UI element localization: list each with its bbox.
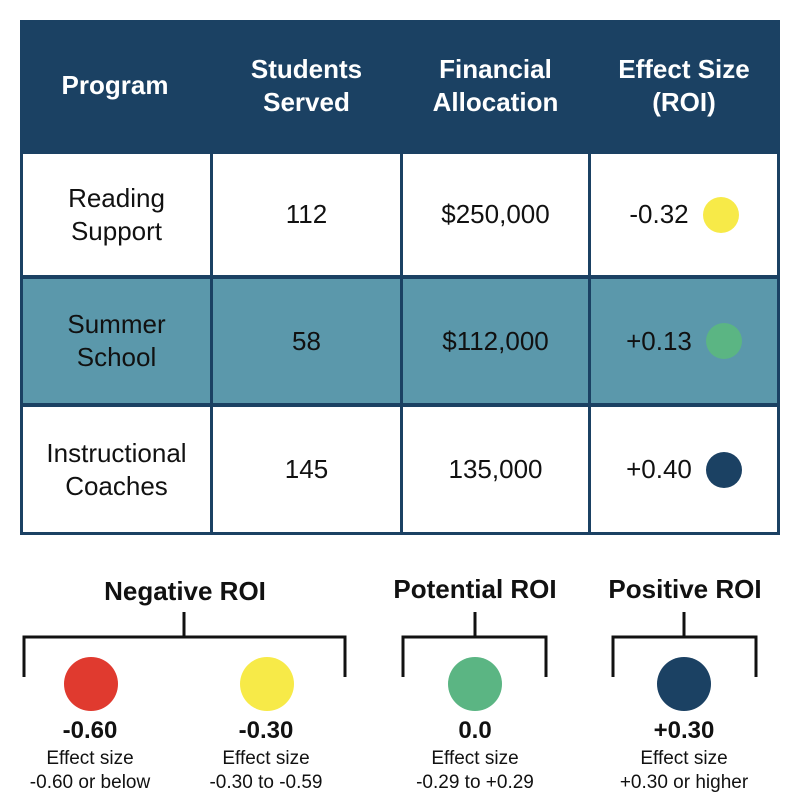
legend-desc-line-1: Effect size xyxy=(222,748,310,769)
program-name-line-2: Support xyxy=(70,215,163,246)
roi-table: Program Students Served Financial Allocati… xyxy=(20,20,780,535)
students-cell: 145 xyxy=(213,407,400,532)
effect-indicator-dot xyxy=(705,323,742,359)
effect-cell: -0.32 xyxy=(591,154,777,275)
allocation-cell: 135,000 xyxy=(403,407,588,532)
legend-desc-line-1: Effect size xyxy=(46,748,134,769)
legend-desc-line-2: +0.30 or higher xyxy=(619,772,749,793)
program-name-line-2: School xyxy=(76,342,157,372)
effect-indicator-dot xyxy=(702,196,739,233)
legend-title-positive-roi: Positive ROI xyxy=(608,574,762,604)
legend-desc-line-1: Effect size xyxy=(431,748,519,769)
effect-value: -0.32 xyxy=(629,199,689,229)
header-students-label-2: Served xyxy=(263,86,350,117)
legend-circle-navy xyxy=(657,657,711,711)
legend-desc-line-1: Effect size xyxy=(640,748,728,769)
legend-value: +0.30 xyxy=(653,717,715,744)
program-name-line-2: Coaches xyxy=(65,470,168,501)
legend-description: Effect size -0.29 to +0.29 xyxy=(375,747,575,795)
table-header-row: Program Students Served Financial Allocati… xyxy=(20,20,780,151)
legend-desc-line-2: -0.29 to +0.29 xyxy=(416,772,534,793)
effect-value: +0.40 xyxy=(626,454,692,484)
legend-description: Effect size -0.60 or below xyxy=(0,747,190,795)
program-cell: Instructional Coaches xyxy=(23,407,210,532)
legend-title-negative-roi: Negative ROI xyxy=(104,576,266,606)
students-value: 58 xyxy=(292,325,321,356)
allocation-value: $112,000 xyxy=(442,325,549,356)
header-allocation-label-2: Allocation xyxy=(432,86,559,117)
students-value: 112 xyxy=(285,199,328,229)
legend-value: -0.30 xyxy=(238,717,294,744)
effect-value: +0.13 xyxy=(626,325,692,356)
program-cell: Summer School xyxy=(23,279,210,403)
legend-description: Effect size +0.30 or higher xyxy=(584,747,784,795)
students-cell: 58 xyxy=(213,279,400,403)
students-value: 145 xyxy=(284,454,329,484)
header-effect-label-1: Effect Size xyxy=(618,53,750,84)
legend-circle-green xyxy=(448,657,502,711)
effect-cell: +0.40 xyxy=(591,407,777,532)
effect-indicator-dot xyxy=(705,451,742,488)
students-cell: 112 xyxy=(213,154,400,275)
legend-circle-red xyxy=(64,657,118,711)
program-name-line-1: Instructional xyxy=(46,437,187,468)
legend-value: -0.60 xyxy=(62,717,118,744)
header-students-served: Students Served xyxy=(213,20,400,151)
legend-desc-line-2: -0.30 to -0.59 xyxy=(209,772,323,793)
allocation-cell: $250,000 xyxy=(403,154,588,275)
legend-desc-line-2: -0.60 or below xyxy=(29,772,151,793)
table-row: Summer School 58 $112,000 +0.13 xyxy=(20,279,780,407)
header-students-label-1: Students xyxy=(250,53,363,84)
program-name-line-1: Reading xyxy=(68,182,165,213)
header-allocation-label-1: Financial xyxy=(439,53,552,84)
header-financial-allocation: Financial Allocation xyxy=(403,20,588,151)
header-effect-label-2: (ROI) xyxy=(652,86,716,117)
legend-title-potential-roi: Potential ROI xyxy=(393,574,557,604)
program-name-line-1: Summer xyxy=(67,309,166,339)
legend-circle-yellow xyxy=(240,657,294,711)
table-row: Instructional Coaches 145 135,000 +0.40 xyxy=(20,407,780,535)
header-program: Program xyxy=(20,20,210,151)
allocation-value: $250,000 xyxy=(441,199,550,229)
program-cell: Reading Support xyxy=(23,154,210,275)
allocation-cell: $112,000 xyxy=(403,279,588,403)
effect-cell: +0.13 xyxy=(591,279,777,403)
table-row: Reading Support 112 $250,000 -0.32 xyxy=(20,151,780,279)
header-program-label: Program xyxy=(61,70,169,100)
header-effect-size: Effect Size (ROI) xyxy=(591,20,777,151)
legend-value: 0.0 xyxy=(458,717,492,744)
legend-description: Effect size -0.30 to -0.59 xyxy=(166,747,366,795)
allocation-value: 135,000 xyxy=(448,454,543,484)
